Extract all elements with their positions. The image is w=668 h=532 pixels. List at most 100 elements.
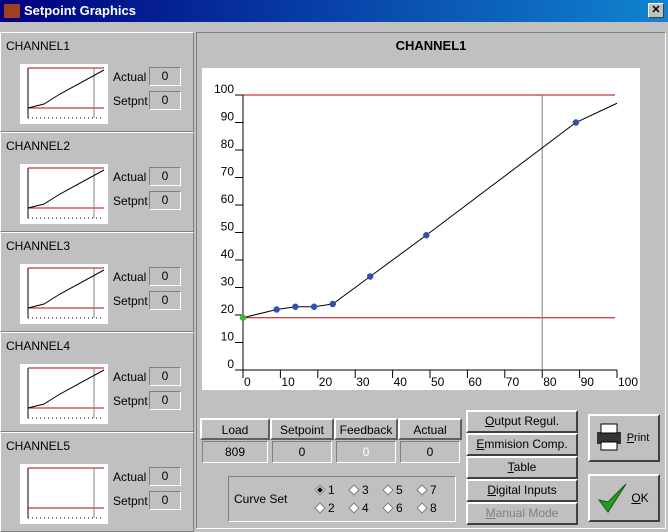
radio-diamond [314,502,326,514]
radio-label: 8 [430,501,437,515]
setpnt-value: 0 [149,191,181,210]
setpnt-value: 0 [149,491,181,510]
setpnt-label: Setpnt [113,494,148,508]
ok-button[interactable]: OK [588,474,660,522]
actual-label: Actual [113,370,147,384]
table-header: Feedback [334,418,398,440]
x-tick-label: 100 [618,375,638,389]
function-button[interactable]: Emmision Comp. [466,433,578,456]
radio-label: 1 [328,483,335,497]
chart-title: CHANNEL1 [395,38,467,53]
channel-box [0,132,194,232]
print-label: Print [626,432,650,444]
radio-label: 7 [430,483,437,497]
y-tick-label: 100 [214,82,234,96]
printer-icon [597,423,621,451]
mini-curve [27,169,105,209]
title-bar: Setpoint Graphics [0,0,668,22]
table-value: 0 [336,441,396,463]
function-button[interactable]: Output Regul. [466,410,578,433]
mini-curve [27,69,105,109]
radio-button[interactable] [382,502,394,514]
radio-diamond [416,502,428,514]
table-value: 0 [272,441,332,463]
channel-name: CHANNEL5 [6,439,71,453]
function-button[interactable]: Table [466,456,578,479]
x-tick-label: 40 [394,375,408,389]
y-tick-label: 0 [227,357,234,371]
mini-chart [20,364,108,424]
x-tick-label: 30 [356,375,370,389]
data-point [366,273,374,280]
setpnt-label: Setpnt [113,294,148,308]
setpnt-label: Setpnt [113,194,148,208]
y-tick-label: 70 [221,165,235,179]
y-tick-label: 60 [221,192,235,206]
data-point [423,232,430,239]
y-tick-label: 20 [221,302,235,316]
window-title: Setpoint Graphics [24,3,136,18]
actual-value: 0 [149,167,181,186]
data-point [239,314,247,321]
radio-label: 3 [362,483,369,497]
radio-button[interactable] [314,484,326,496]
function-button[interactable]: Digital Inputs [466,479,578,502]
radio-diamond [416,484,428,496]
table-header: Setpoint [270,418,334,440]
radio-diamond [348,502,360,514]
radio-button[interactable] [416,484,428,496]
ok-label: OK [631,491,649,505]
radio-button[interactable] [348,484,360,496]
mini-curve [27,269,105,309]
mini-chart [20,264,108,324]
data-point [329,300,336,308]
x-tick-label: 90 [581,375,595,389]
actual-value: 0 [149,67,181,86]
channel-name: CHANNEL3 [6,239,71,253]
table-value: 809 [202,441,268,463]
table-header: Load [200,418,270,440]
channel-box [0,232,194,332]
chart: 0 10 20 30 40 50 60 70 80 90 100 0 10 20 30 40 50 60 70 80 9… [202,68,640,390]
x-tick-label: 20 [319,375,333,389]
data-point [310,303,318,310]
setpnt-value: 0 [149,291,181,310]
curve [242,102,618,319]
actual-label: Actual [113,70,147,84]
data-point [572,119,580,126]
channel-box [0,332,194,432]
x-tick-label: 10 [281,375,295,389]
y-tick-label: 40 [221,247,235,261]
table-value: 0 [400,441,460,463]
radio-button[interactable] [382,484,394,496]
actual-value: 0 [149,467,181,486]
setpnt-value: 0 [149,91,181,110]
data-point [292,303,299,310]
radio-label: 2 [328,501,335,515]
actual-label: Actual [113,470,147,484]
radio-button[interactable] [314,502,326,514]
channel-name: CHANNEL4 [6,339,71,353]
x-tick-label: 70 [506,375,520,389]
setpnt-label: Setpnt [113,94,148,108]
function-button[interactable]: Manual Mode [466,502,578,525]
channel-name: CHANNEL2 [6,139,71,153]
actual-value: 0 [149,267,181,286]
radio-button[interactable] [416,502,428,514]
y-tick-label: 10 [221,330,235,344]
mini-curve [27,369,105,409]
x-tick-label: 50 [431,375,445,389]
radio-button[interactable] [348,502,360,514]
curve-set-group [228,476,456,522]
y-tick-label: 90 [221,110,235,124]
y-tick-label: 50 [221,220,235,234]
check-icon [597,483,627,513]
mini-chart [20,464,108,524]
radio-diamond [348,484,360,496]
mini-chart [20,64,108,124]
x-tick-label: 60 [468,375,482,389]
radio-diamond [382,484,394,496]
close-button[interactable]: ✕ [648,3,664,18]
actual-value: 0 [149,367,181,386]
